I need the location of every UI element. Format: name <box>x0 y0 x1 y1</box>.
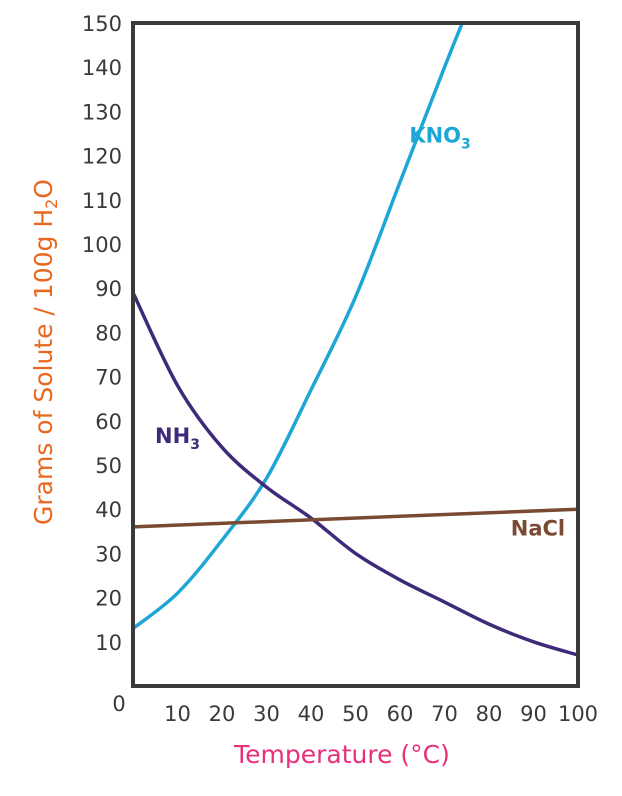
series-line-nh3 <box>131 290 580 657</box>
y-tick-label: 130 <box>82 100 122 124</box>
y-tick-label: 100 <box>82 233 122 257</box>
origin-label: 0 <box>112 692 125 716</box>
x-tick-label: 10 <box>164 702 191 726</box>
x-tick-label: 80 <box>476 702 503 726</box>
y-tick-label: 10 <box>95 631 122 655</box>
y-tick-label: 20 <box>95 587 122 611</box>
series-label-nh3: NH3 <box>155 424 200 453</box>
x-tick-label: 60 <box>387 702 414 726</box>
y-tick-label: 150 <box>82 12 122 36</box>
plot-frame <box>131 21 580 688</box>
x-tick-label: 20 <box>209 702 236 726</box>
y-tick-label: 80 <box>95 321 122 345</box>
x-tick-label: 40 <box>298 702 325 726</box>
series-line-kno3 <box>131 21 465 631</box>
series-label-kno3: KNO3 <box>409 123 470 152</box>
y-axis-label: Grams of Solute / 100g H2O <box>29 179 61 525</box>
x-tick-label: 70 <box>431 702 458 726</box>
series-label-nacl: NaCl <box>511 517 565 541</box>
y-tick-label: 70 <box>95 366 122 390</box>
y-tick-label: 40 <box>95 498 122 522</box>
y-tick-label: 140 <box>82 56 122 80</box>
y-tick-label: 50 <box>95 454 122 478</box>
x-tick-label: 30 <box>253 702 280 726</box>
y-tick-label: 120 <box>82 145 122 169</box>
y-axis-label-tail: O <box>29 179 58 199</box>
series-layer <box>131 21 580 657</box>
y-tick-label: 60 <box>95 410 122 434</box>
x-tick-label: 50 <box>342 702 369 726</box>
y-axis-label-subscript: 2 <box>42 199 61 209</box>
y-axis-tick-labels: 10 20 30 40 50 60 70 80 90 100 110 120 130 140 150 <box>82 12 122 655</box>
x-axis-tick-labels: 10 20 30 40 50 60 70 80 90 100 <box>164 702 598 726</box>
series-labels: KNO3 NH3 NaCl <box>155 123 565 540</box>
y-tick-label: 110 <box>82 189 122 213</box>
series-line-nacl <box>131 507 580 529</box>
x-tick-label: 100 <box>558 702 598 726</box>
y-tick-label: 30 <box>95 542 122 566</box>
y-tick-label: 90 <box>95 277 122 301</box>
x-axis-label: Temperature (°C) <box>233 740 450 769</box>
x-tick-label: 90 <box>520 702 547 726</box>
y-axis-label-main: Grams of Solute / 100g H <box>29 209 58 525</box>
